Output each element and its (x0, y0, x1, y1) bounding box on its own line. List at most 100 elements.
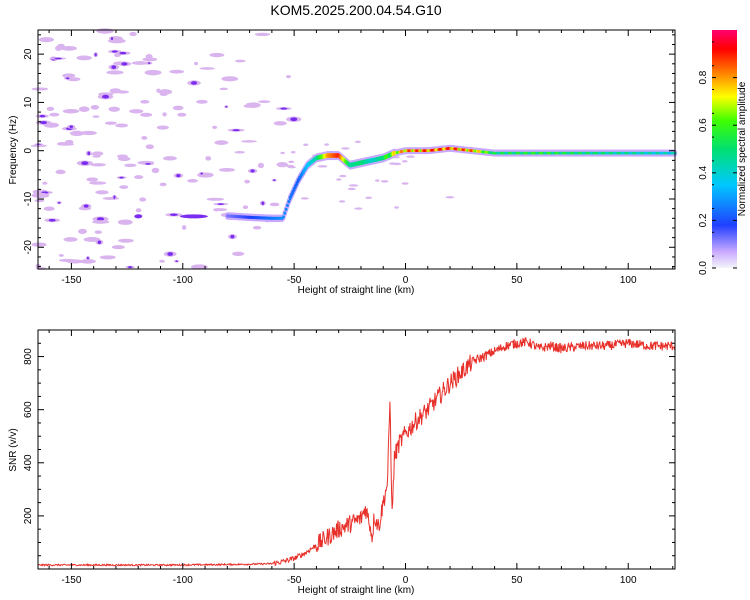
spectrogram-noise-core (170, 213, 178, 216)
spectrogram-noise-blob (94, 230, 102, 234)
spectrogram-noise-blob (139, 197, 147, 202)
spectrogram-noise-blob (244, 179, 250, 184)
spectrogram-noise-blob (169, 69, 185, 74)
spectrogram-noise-blob (219, 87, 228, 91)
x-tick-label: -100 (173, 275, 193, 286)
spectrogram-noise-blob (269, 202, 280, 207)
spectrogram-noise-blob (187, 178, 198, 183)
spectrogram-noise-blob (199, 67, 215, 70)
colorbar-tick-label: 0.4 (698, 165, 709, 179)
spectrogram-frame (37, 29, 676, 270)
spectrogram-noise-core (119, 176, 124, 179)
spectrogram-noise-blob (92, 151, 104, 156)
colorbar-tick-label: 0.8 (698, 70, 709, 84)
x-tick-label: -150 (61, 575, 81, 586)
spectrogram-noise-blob (55, 45, 63, 51)
spectrogram-noise-blob (288, 160, 295, 164)
spectrogram-noise-core (57, 201, 61, 204)
y-tick-label: 800 (23, 348, 34, 365)
spectrogram-noise-blob (214, 140, 229, 145)
spectrogram-noise-blob (119, 185, 129, 189)
spectrogram-noise-blob (286, 75, 291, 79)
spectrogram-noise-blob (30, 144, 48, 148)
x-tick-label: -50 (287, 275, 302, 286)
spectrogram-noise-blob (78, 228, 87, 234)
ridge-cell (283, 211, 287, 215)
spectrogram-noise-core (179, 214, 208, 219)
spectrogram-noise-blob (80, 130, 97, 136)
spectrogram-noise-blob (445, 196, 455, 199)
spectrogram-noise-blob (213, 208, 220, 212)
spectrogram-noise-core (65, 77, 70, 80)
spectrogram-noise-core (69, 125, 74, 129)
spectrogram-noise-core (290, 117, 298, 122)
spectrogram-noise-blob (140, 112, 153, 117)
spectrogram-noise-core (40, 121, 48, 125)
spectrogram-noise-core (217, 203, 225, 205)
spectrogram-noise-blob (141, 136, 148, 140)
x-tick-label: 50 (511, 575, 523, 586)
y-tick-label: -20 (23, 240, 34, 255)
colorbar-gradient (712, 30, 737, 268)
spectrogram-noise-core (102, 94, 110, 99)
spectrogram-noise-blob (221, 76, 239, 82)
spectrogram-noise-blob (196, 99, 208, 104)
spectrogram-noise-blob (99, 255, 116, 260)
spectrogram-noise-blob (69, 131, 83, 135)
snr-x-axis-label: Height of straight line (km) (298, 585, 415, 596)
spectrogram-noise-blob (86, 177, 99, 182)
spectrogram-noise-blob (34, 199, 45, 203)
spectrogram-noise-blob (79, 259, 96, 264)
spectrogram-noise-core (111, 65, 117, 70)
spectrogram-noise-core (110, 37, 114, 40)
spectrogram-noise-blob (324, 143, 330, 146)
snr-series-line (37, 337, 676, 568)
x-tick-label: 100 (620, 575, 637, 586)
spectrogram-noise-blob (108, 106, 121, 112)
spectrogram-noise-blob (90, 163, 106, 167)
spectrogram-noise-blob (287, 165, 296, 169)
y-tick-label: 0 (23, 147, 34, 153)
x-tick-label: 50 (511, 275, 523, 286)
spectrogram-noise-core (54, 57, 62, 60)
y-tick-label: 400 (23, 454, 34, 471)
spectrogram-noise-core (119, 51, 127, 55)
spectrogram-noise-blob (375, 179, 380, 182)
spectrogram-noise-blobs (30, 28, 455, 270)
spectrogram-noise-core (225, 105, 228, 108)
spectrogram-noise-core (83, 204, 89, 208)
spectrogram-x-axis-label: Height of straight line (km) (298, 285, 415, 296)
y-tick-label: 20 (23, 48, 34, 60)
spectrogram-noise-blob (241, 140, 257, 143)
spectrogram-noise-blob (291, 151, 296, 154)
spectrogram-noise-blob (151, 167, 160, 174)
spectrogram-noise-blob (145, 53, 153, 60)
spectrogram-noise-blob (209, 52, 225, 58)
spectrogram-noise-blob (401, 182, 409, 185)
spectrogram-noise-blob (380, 180, 389, 183)
y-tick-label: -10 (23, 191, 34, 206)
spectrogram-noise-core (175, 260, 178, 263)
spectrogram-noise-core (232, 129, 240, 132)
spectrogram-noise-blob (300, 197, 309, 200)
spectrogram-noise-blob (205, 156, 212, 161)
spectrogram-noise-core (134, 214, 143, 219)
spectrogram-noise-core (230, 234, 235, 239)
spectrogram-noise-blob (338, 174, 347, 178)
spectrogram-noise-blob (78, 106, 90, 112)
colorbar-tick-label: 0.2 (698, 213, 709, 227)
colorbar-tick-label: 0.6 (698, 118, 709, 132)
spectrogram-noise-blob (145, 144, 154, 150)
chart-title: KOM5.2025.200.04.54.G10 (270, 2, 441, 18)
spectrogram-noise-blob (232, 251, 245, 256)
spectrogram-noise-core (280, 107, 288, 110)
spectrogram-noise-blob (258, 100, 271, 103)
spectrogram-noise-blob (58, 254, 64, 257)
spectrogram-noise-blob (38, 37, 54, 43)
snr-x-ticks: -150 -100 -50 0 50 100 (48, 330, 674, 586)
spectrogram-noise-blob (104, 121, 117, 125)
spectrogram-noise-blob (156, 125, 169, 130)
x-tick-label: 0 (403, 575, 409, 586)
spectrogram-noise-blob (303, 143, 309, 146)
